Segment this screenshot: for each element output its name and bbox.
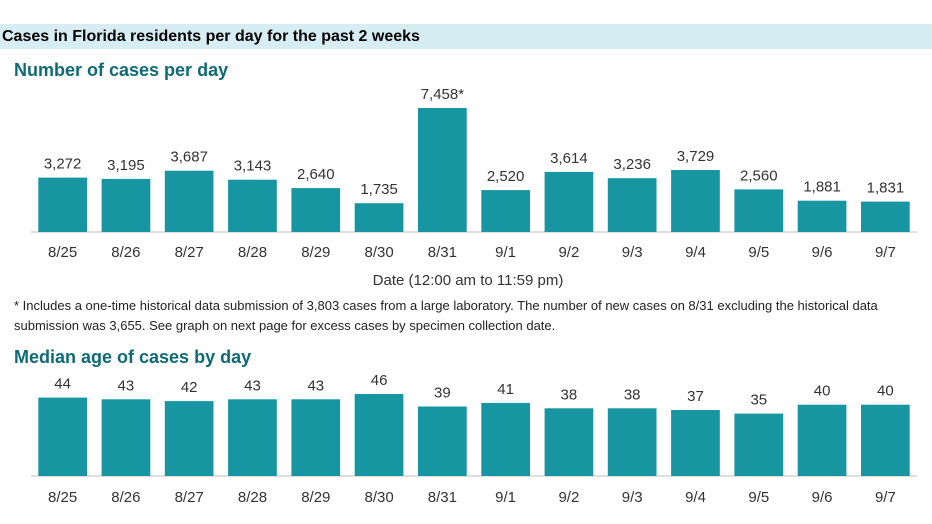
median-age-data-label: 35 — [750, 392, 767, 409]
cases-data-label: 7,458* — [421, 86, 465, 103]
median-age-bar — [418, 406, 467, 476]
cases-data-label: 2,560 — [740, 167, 778, 184]
cases-per-day-chart: 3,272 8/25 3,195 8/26 3,687 8/27 3,143 8/28 2,64… — [31, 86, 917, 261]
median-age-bar — [38, 397, 87, 476]
footnote: * Includes a one-time historical data su… — [14, 298, 878, 333]
cases-data-label: 3,272 — [44, 156, 82, 173]
cases-chart-title: Number of cases per day — [14, 60, 229, 80]
cases-data-label: 3,614 — [550, 150, 588, 167]
median-age-tick-label: 8/26 — [111, 489, 140, 506]
median-age-bar — [101, 399, 151, 476]
median-age-tick-label: 9/5 — [748, 489, 769, 506]
median-age-data-label: 43 — [118, 377, 135, 394]
median-age-tick-label: 9/3 — [622, 489, 643, 506]
cases-bar — [481, 190, 530, 232]
cases-bar — [228, 179, 277, 232]
median-age-data-label: 40 — [814, 383, 831, 400]
median-age-tick-label: 9/6 — [812, 489, 833, 506]
cases-tick-label: 8/28 — [238, 244, 267, 261]
median-age-data-label: 44 — [54, 376, 71, 393]
cases-bar — [101, 178, 151, 232]
cases-data-label: 3,143 — [234, 158, 272, 175]
cases-bar — [607, 178, 657, 232]
cases-tick-label: 9/4 — [685, 244, 706, 261]
median-age-tick-label: 8/31 — [428, 489, 457, 506]
cases-bar — [418, 108, 467, 232]
cases-data-label: 1,881 — [803, 179, 841, 196]
median-age-data-label: 40 — [877, 383, 894, 400]
cases-data-label: 3,729 — [677, 148, 715, 165]
cases-bar — [861, 201, 910, 232]
cases-tick-label: 9/5 — [748, 244, 769, 261]
cases-tick-label: 9/3 — [622, 244, 643, 261]
cases-bar — [354, 203, 404, 232]
median-age-data-label: 43 — [244, 377, 261, 394]
median-age-tick-label: 8/28 — [238, 489, 267, 506]
cases-bar — [291, 188, 341, 232]
cases-tick-label: 8/29 — [301, 244, 330, 261]
cases-data-label: 2,640 — [297, 166, 335, 183]
median-age-tick-label: 8/30 — [364, 489, 393, 506]
cases-tick-label: 9/7 — [875, 244, 896, 261]
cases-tick-label: 8/25 — [48, 244, 77, 261]
cases-data-label: 3,687 — [170, 149, 208, 166]
median-age-data-label: 43 — [307, 377, 324, 394]
median-age-data-label: 46 — [371, 372, 388, 389]
cases-data-label: 1,735 — [360, 181, 398, 198]
cases-tick-label: 8/26 — [111, 244, 140, 261]
cases-tick-label: 8/30 — [364, 244, 393, 261]
median-age-bar — [607, 408, 657, 476]
median-age-bar — [734, 413, 784, 476]
cases-tick-label: 8/31 — [428, 244, 457, 261]
median-age-data-label: 37 — [687, 388, 704, 405]
cases-bar — [671, 170, 720, 232]
median-age-bar — [797, 404, 847, 476]
median-age-data-label: 38 — [561, 386, 578, 403]
median-age-bar — [164, 401, 214, 476]
median-age-tick-label: 8/25 — [48, 489, 77, 506]
median-age-data-label: 38 — [624, 386, 641, 403]
page-title: Cases in Florida residents per day for t… — [2, 28, 420, 45]
median-age-tick-label: 9/7 — [875, 489, 896, 506]
cases-tick-label: 9/1 — [495, 244, 516, 261]
cases-bar — [797, 200, 847, 232]
median-age-bar — [291, 399, 341, 476]
median-age-chart: 44 8/25 43 8/26 42 8/27 43 8/28 43 8/29 46 8/30 39 8/… — [31, 372, 917, 506]
median-age-bar — [228, 399, 277, 476]
cases-data-label: 3,236 — [613, 156, 651, 173]
cases-bar — [38, 177, 87, 232]
median-age-bar — [861, 404, 910, 476]
cases-bar — [734, 189, 784, 232]
median-age-tick-label: 8/29 — [301, 489, 330, 506]
median-age-bar — [354, 394, 404, 476]
cases-data-label: 1,831 — [867, 180, 905, 197]
cases-tick-label: 8/27 — [175, 244, 204, 261]
median-age-data-label: 41 — [497, 381, 514, 398]
cases-x-axis-title: Date (12:00 am to 11:59 pm) — [372, 272, 564, 289]
cases-data-label: 3,195 — [107, 157, 145, 174]
median-age-data-label: 39 — [434, 385, 451, 402]
cases-tick-label: 9/6 — [812, 244, 833, 261]
median-age-data-label: 42 — [181, 379, 198, 396]
cases-bar — [164, 170, 214, 232]
median-age-tick-label: 9/2 — [558, 489, 579, 506]
cases-tick-label: 9/2 — [558, 244, 579, 261]
median-age-tick-label: 9/1 — [495, 489, 516, 506]
header-bar — [0, 24, 932, 49]
median-age-bar — [481, 402, 530, 476]
cases-bar — [544, 171, 594, 232]
median-age-bar — [544, 408, 594, 476]
median-age-bar — [671, 410, 720, 476]
median-age-tick-label: 9/4 — [685, 489, 706, 506]
median-age-chart-title: Median age of cases by day — [14, 347, 252, 367]
cases-data-label: 2,520 — [487, 168, 525, 185]
median-age-tick-label: 8/27 — [175, 489, 204, 506]
